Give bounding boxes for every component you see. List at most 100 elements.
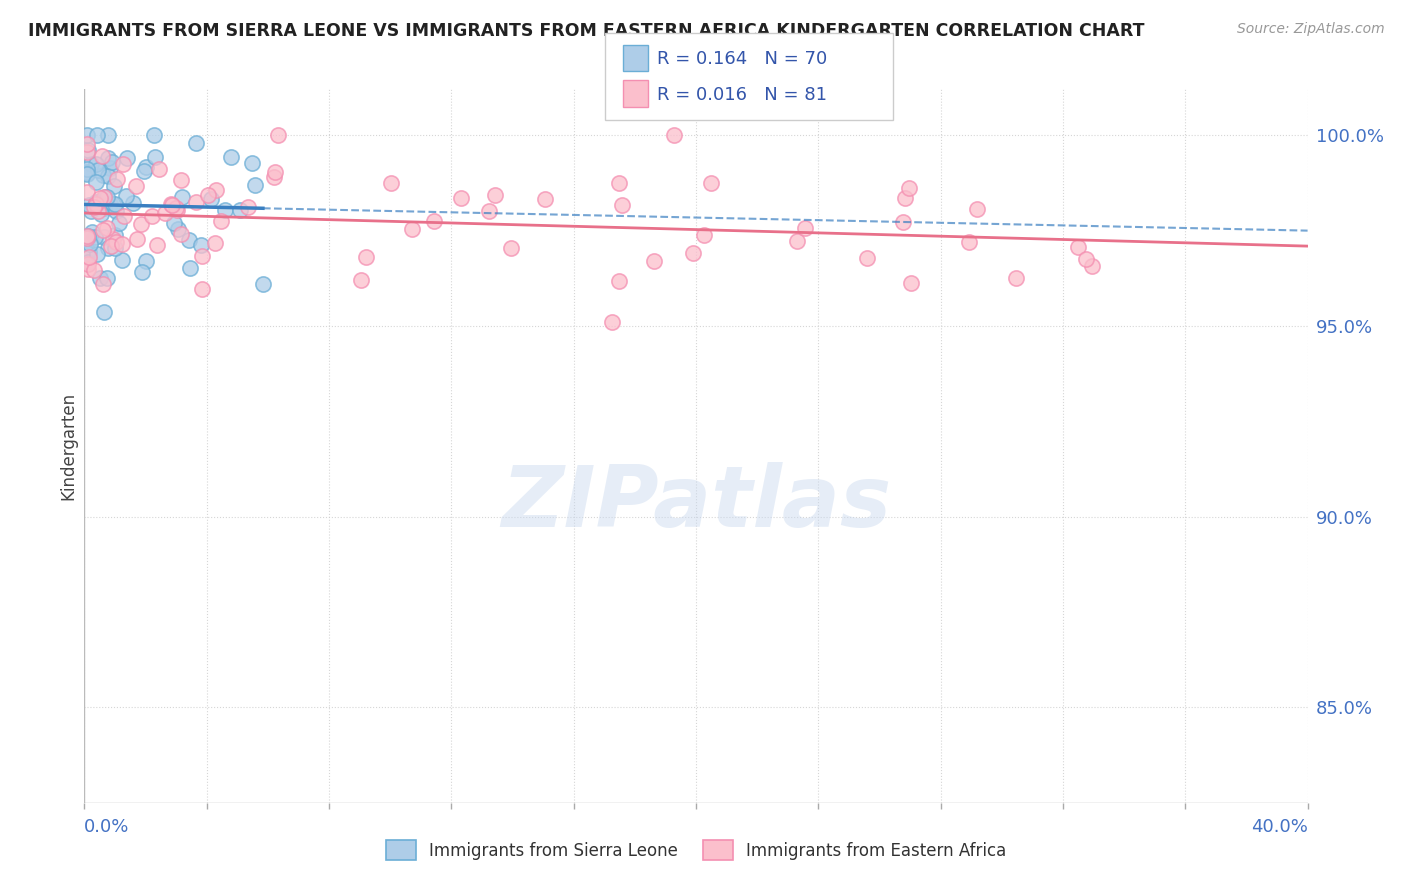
Point [142, 128, 165, 142]
Point [77, 228, 100, 243]
Point [238, 200, 260, 214]
Point [240, 156, 263, 170]
Point [77, 143, 100, 157]
Point [186, 136, 208, 151]
Point [229, 202, 252, 217]
Point [91, 149, 114, 163]
Point [103, 179, 125, 194]
Point [191, 249, 214, 263]
Point [267, 128, 290, 142]
Point [76, 246, 98, 260]
Point [125, 178, 148, 193]
Point [89, 271, 111, 285]
Point [76, 137, 98, 152]
Point [786, 234, 808, 248]
Point [662, 128, 685, 142]
Point [101, 196, 124, 211]
Point [77, 197, 100, 211]
Point [117, 151, 139, 165]
Point [148, 162, 170, 177]
Point [160, 196, 183, 211]
Point [127, 232, 149, 246]
Point [77, 250, 100, 264]
Point [87, 204, 110, 219]
Point [90, 207, 112, 221]
Point [76, 257, 98, 271]
Point [76, 164, 98, 178]
Point [86, 128, 108, 142]
Point [643, 254, 665, 268]
Point [184, 194, 207, 209]
Point [94, 190, 117, 204]
Point [84, 230, 107, 244]
Point [87, 163, 110, 178]
Point [96, 221, 118, 235]
Point [98, 161, 121, 175]
Point [84, 156, 107, 170]
Text: 40.0%: 40.0% [1251, 818, 1308, 836]
Point [76, 128, 98, 142]
Point [122, 196, 145, 211]
Point [252, 277, 274, 291]
Text: Source: ZipAtlas.com: Source: ZipAtlas.com [1237, 22, 1385, 37]
Point [401, 222, 423, 236]
Point [607, 176, 630, 190]
Point [76, 229, 98, 244]
Point [114, 188, 136, 202]
Point [83, 262, 105, 277]
Point [170, 227, 193, 241]
Point [153, 206, 176, 220]
Legend: Immigrants from Sierra Leone, Immigrants from Eastern Africa: Immigrants from Sierra Leone, Immigrants… [378, 833, 1014, 867]
Point [77, 244, 100, 259]
Point [179, 261, 201, 276]
Point [76, 166, 98, 180]
Point [607, 274, 630, 288]
Point [957, 235, 980, 250]
Point [141, 209, 163, 223]
Point [104, 228, 127, 243]
Point [108, 216, 131, 230]
Point [209, 213, 232, 227]
Point [700, 176, 723, 190]
Point [160, 197, 183, 211]
Point [100, 239, 122, 253]
Point [104, 241, 127, 255]
Point [129, 218, 152, 232]
Point [104, 203, 127, 218]
Point [204, 235, 226, 250]
Point [450, 191, 472, 205]
Point [143, 151, 166, 165]
Point [93, 304, 115, 318]
Point [135, 160, 157, 174]
Point [794, 220, 817, 235]
Point [380, 176, 402, 190]
Point [170, 172, 193, 186]
Point [354, 250, 377, 264]
Point [145, 237, 167, 252]
Point [76, 231, 98, 245]
Point [91, 168, 114, 182]
Point [165, 201, 187, 215]
Point [93, 189, 115, 203]
Point [96, 270, 118, 285]
Point [163, 216, 186, 230]
Point [682, 245, 704, 260]
Point [135, 254, 157, 268]
Text: ZIPatlas: ZIPatlas [501, 461, 891, 545]
Point [263, 169, 285, 184]
Point [166, 203, 188, 218]
Point [534, 192, 557, 206]
Point [893, 191, 915, 205]
Point [423, 214, 446, 228]
Point [76, 255, 98, 269]
Point [96, 169, 118, 183]
Point [243, 178, 266, 193]
Point [104, 235, 127, 249]
Point [1004, 271, 1026, 285]
Text: R = 0.016   N = 81: R = 0.016 N = 81 [657, 86, 827, 103]
Point [484, 187, 506, 202]
Point [855, 252, 877, 266]
Point [177, 233, 200, 247]
Point [111, 237, 134, 252]
Point [101, 232, 124, 246]
